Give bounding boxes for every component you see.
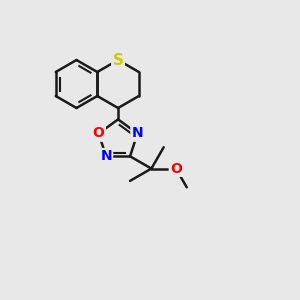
Text: N: N — [132, 127, 143, 140]
Text: O: O — [93, 127, 105, 140]
Text: S: S — [112, 52, 124, 68]
Text: N: N — [100, 149, 112, 163]
Text: O: O — [170, 162, 182, 176]
